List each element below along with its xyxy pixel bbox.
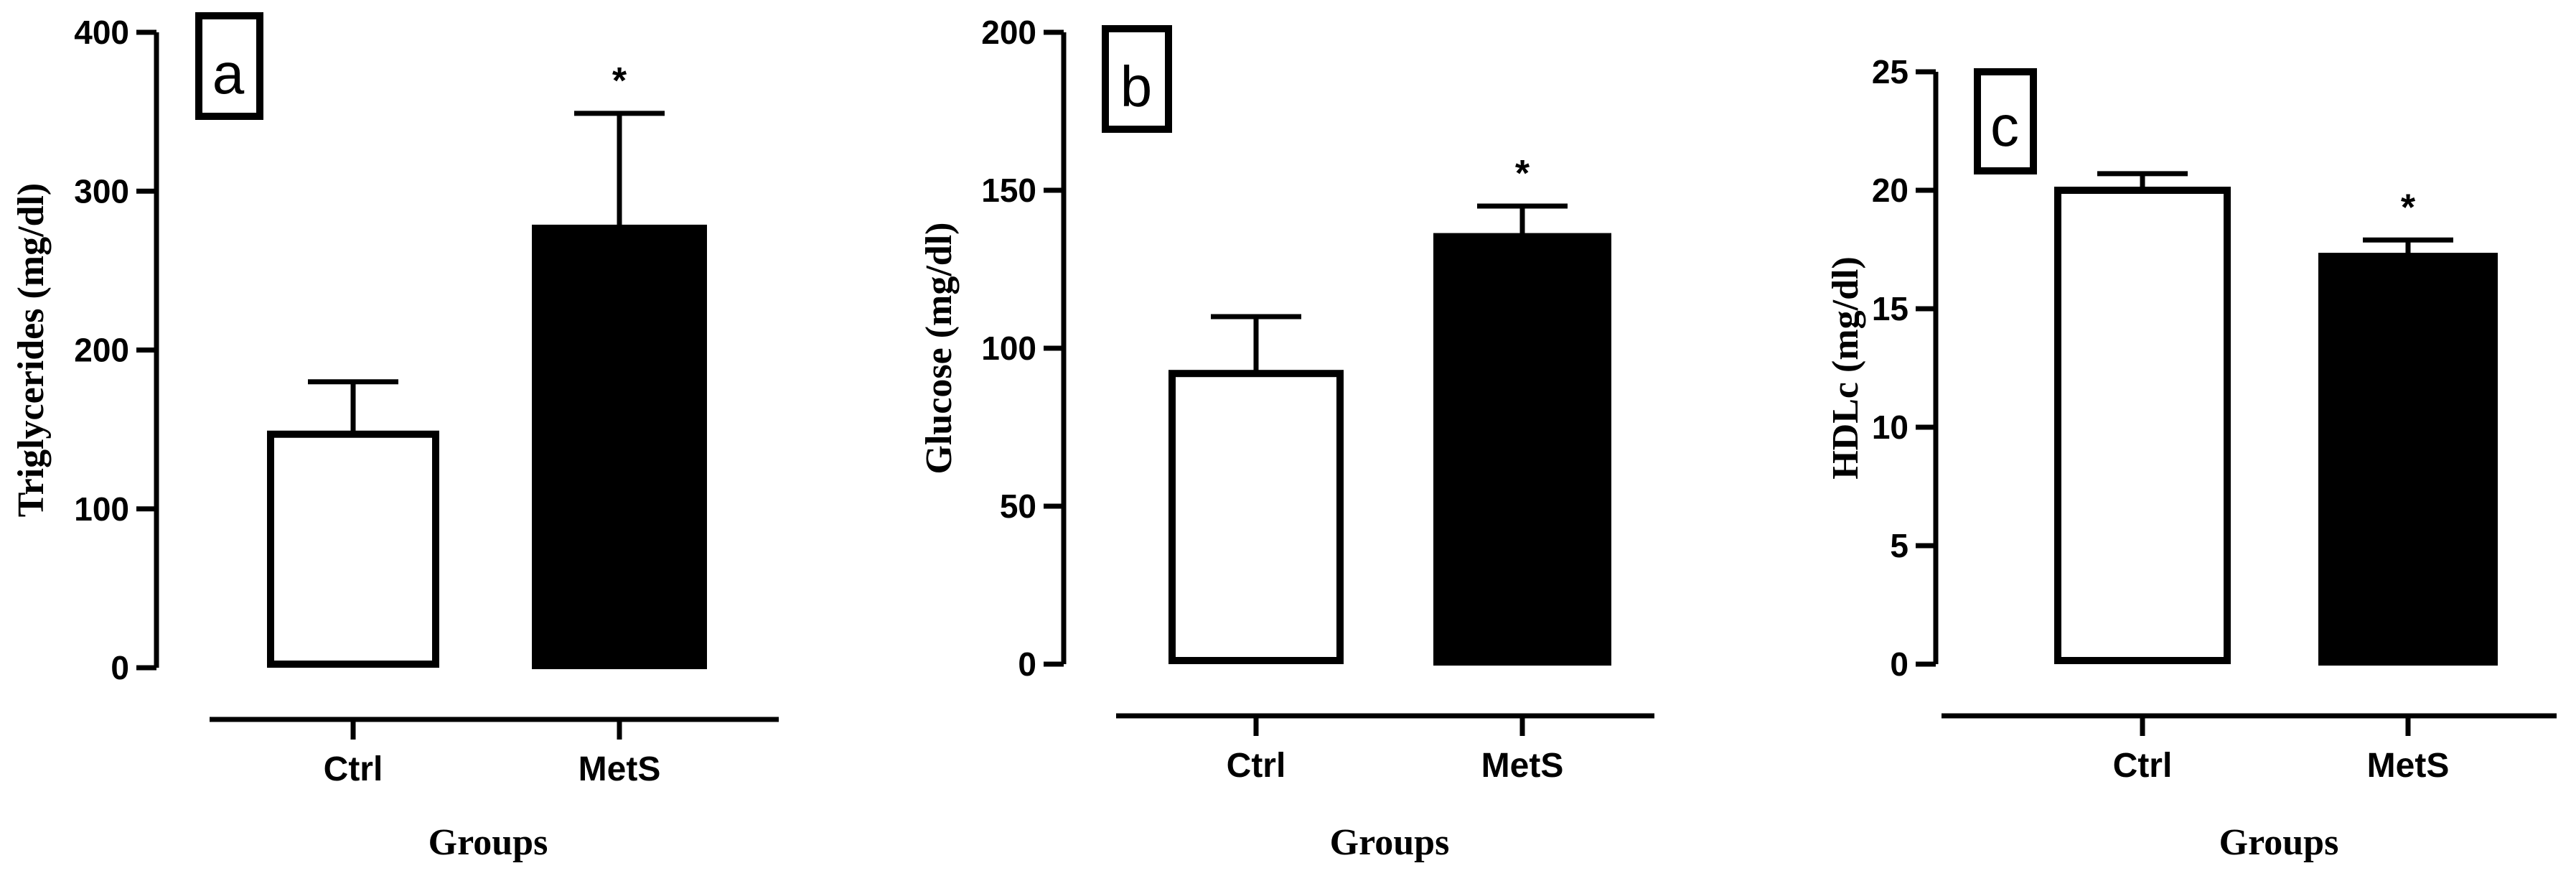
y-tick-label-c: 10 — [1872, 409, 1908, 446]
significance-marker-b: * — [1515, 153, 1530, 195]
panel-label-box-b — [1102, 25, 1172, 133]
y-tick-label-b: 200 — [981, 14, 1036, 51]
y-tick-label-a: 200 — [74, 332, 129, 369]
y-tick-label-a: 300 — [74, 172, 129, 210]
bar-b-Ctrl — [1168, 370, 1344, 664]
y-tick-label-c: 15 — [1872, 290, 1908, 327]
bar-a-MetS — [532, 224, 707, 669]
y-axis-title-a: Triglycerides (mg/dl) — [11, 183, 52, 518]
category-label-a: Ctrl — [324, 750, 383, 788]
panel-b-chart: 0 50 100 150 200 Glucose (mg/dl) Ctrl MetS * Grou… — [919, 14, 1654, 863]
bar-c-MetS — [2318, 253, 2498, 666]
y-tick-label-b: 100 — [981, 330, 1036, 367]
y-tick-label-c: 5 — [1890, 527, 1908, 564]
y-tick-label-a: 400 — [74, 14, 129, 51]
y-tick-label-c: 20 — [1872, 172, 1908, 209]
bar-a-Ctrl — [267, 430, 439, 668]
y-tick-label-a: 100 — [74, 490, 129, 528]
bar-b-MetS — [1433, 233, 1611, 666]
category-label-a: MetS — [579, 750, 661, 788]
x-axis-title-b: Groups — [1330, 822, 1450, 863]
x-axis-title-c: Groups — [2219, 822, 2339, 863]
y-axis-title-b: Glucose (mg/dl) — [919, 223, 960, 475]
significance-marker-a: * — [612, 60, 627, 102]
panel-label-box-a — [195, 12, 263, 120]
y-tick-label-b: 50 — [1000, 488, 1036, 525]
y-tick-label-c: 0 — [1890, 645, 1908, 683]
x-axis-title-a: Groups — [428, 822, 548, 863]
panel-label-c: c — [1990, 94, 2019, 158]
category-label-c: MetS — [2367, 747, 2450, 785]
category-label-c: Ctrl — [2113, 747, 2173, 785]
panel-label-box-c — [1974, 68, 2037, 174]
y-tick-label-b: 0 — [1018, 645, 1036, 683]
panel-label-a: a — [212, 42, 245, 106]
y-axis-title-c: HDLc (mg/dl) — [1825, 256, 1866, 480]
y-tick-label-b: 150 — [981, 172, 1036, 209]
significance-marker-c: * — [2401, 187, 2416, 228]
panel-a-chart: 0 100 200 300 400 Triglycerides (mg/dl) Ctrl Me… — [11, 12, 779, 863]
panel-label-b: b — [1120, 55, 1153, 118]
category-label-b: MetS — [1481, 747, 1564, 785]
bar-c-Ctrl — [2054, 187, 2231, 664]
category-label-b: Ctrl — [1227, 747, 1286, 785]
y-tick-label-c: 25 — [1872, 53, 1908, 90]
y-tick-label-a: 0 — [111, 649, 129, 686]
panel-c-chart: 0 5 10 15 20 25 HDLc (mg/dl) Ctrl MetS * Groups c — [1825, 53, 2557, 863]
